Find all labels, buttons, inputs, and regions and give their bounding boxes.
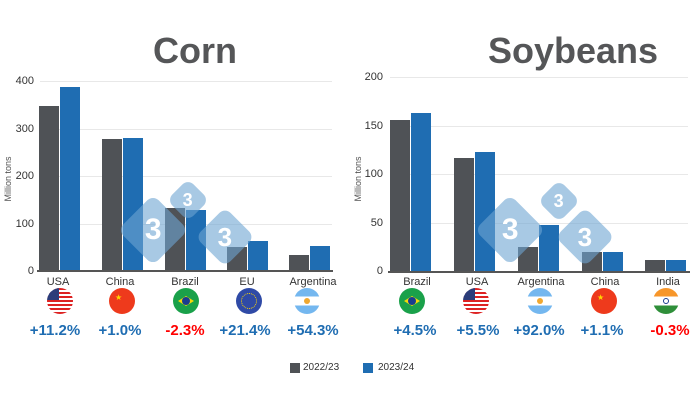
soy-category-label: China (590, 276, 620, 288)
soy-y-tick: 0 (376, 265, 383, 277)
legend-swatch-2023-24 (363, 363, 373, 373)
corn-category-label: Brazil (171, 276, 199, 288)
corn-y-tick: 0 (27, 265, 34, 277)
corn-category-label: EU (239, 276, 255, 288)
corn-y-tick: 100 (15, 218, 34, 230)
soy-gridline (390, 223, 688, 224)
corn-gridline (40, 129, 332, 130)
corn-category-label: USA (46, 276, 70, 288)
soy-change-argentina: +92.0% (513, 322, 565, 339)
soy-bar-brazil-2023-24[interactable] (411, 113, 431, 272)
corn-bar-argentina-2022-23[interactable] (289, 255, 309, 271)
soy-bar-usa-2023-24[interactable] (475, 152, 495, 272)
soy-y-tick: 150 (364, 120, 383, 132)
corn-bar-china-2022-23[interactable] (102, 139, 122, 271)
soybeans-chart-title: Soybeans (488, 30, 659, 71)
soy-y-tick: 200 (364, 71, 383, 83)
corn-category-label: China (105, 276, 135, 288)
eu-flag-icon (236, 288, 262, 314)
corn-category-label: Argentina (289, 276, 337, 288)
soy-change-china: +1.1% (580, 322, 624, 339)
usa-flag-icon (463, 288, 489, 314)
watermark-logo-icon: 3 (537, 179, 581, 223)
soy-bar-india-2022-23[interactable] (645, 260, 665, 272)
legend-swatch-2022-23 (290, 363, 300, 373)
corn-bar-usa-2022-23[interactable] (39, 106, 59, 271)
soy-bar-argentina-2023-24[interactable] (539, 225, 559, 272)
india-flag-icon (653, 288, 679, 314)
corn-change-brazil: -2.3% (165, 322, 205, 339)
corn-change-eu: +21.4% (219, 322, 271, 339)
corn-x-axis (37, 270, 333, 272)
legend-label-2022-23[interactable]: 2022/23 (303, 362, 340, 373)
corn-gridline (40, 81, 332, 82)
soy-y-tick: 100 (364, 168, 383, 180)
soy-bar-india-2023-24[interactable] (666, 260, 686, 272)
corn-chart-title: Corn (153, 30, 237, 71)
corn-bar-eu-2023-24[interactable] (248, 241, 268, 271)
corn-y-tick: 400 (15, 75, 34, 87)
corn-bar-brazil-2023-24[interactable] (186, 210, 206, 271)
brazil-flag-icon (399, 288, 425, 314)
soy-category-label: India (656, 276, 680, 288)
soy-category-label: Brazil (403, 276, 431, 288)
soy-change-brazil: +4.5% (393, 322, 437, 339)
soy-bar-china-2023-24[interactable] (603, 252, 623, 272)
usa-flag-icon (47, 288, 73, 314)
corn-bar-china-2023-24[interactable] (123, 138, 143, 271)
soy-gridline (390, 174, 688, 175)
legend-label-2023-24[interactable]: 2023/24 (378, 362, 415, 373)
soy-change-india: -0.3% (650, 322, 690, 339)
soy-bar-argentina-2022-23[interactable] (518, 247, 538, 272)
corn-change-china: +1.0% (98, 322, 142, 339)
china-flag-icon: ★ (109, 288, 135, 314)
soy-gridline (390, 77, 688, 78)
soy-gridline (390, 126, 688, 127)
soy-bar-china-2022-23[interactable] (582, 252, 602, 272)
soy-category-label: Argentina (517, 276, 565, 288)
corn-bar-argentina-2023-24[interactable] (310, 246, 330, 271)
soy-change-usa: +5.5% (456, 322, 500, 339)
corn-change-usa: +11.2% (29, 322, 81, 339)
soy-bar-usa-2022-23[interactable] (454, 158, 474, 272)
soy-bar-brazil-2022-23[interactable] (390, 120, 410, 272)
argentina-flag-icon (294, 288, 320, 314)
argentina-flag-icon (527, 288, 553, 314)
corn-y-tick: 200 (15, 170, 34, 182)
soy-category-label: USA (465, 276, 489, 288)
soy-x-axis (388, 271, 690, 273)
corn-bar-brazil-2022-23[interactable] (165, 208, 185, 271)
brazil-flag-icon (173, 288, 199, 314)
corn-change-argentina: +54.3% (287, 322, 339, 339)
corn-bar-usa-2023-24[interactable] (60, 87, 80, 271)
corn-y-tick: 300 (15, 123, 34, 135)
corn-bar-eu-2022-23[interactable] (227, 247, 247, 271)
corn-gridline (40, 176, 332, 177)
china-flag-icon: ★ (591, 288, 617, 314)
soy-y-tick: 50 (370, 217, 383, 229)
